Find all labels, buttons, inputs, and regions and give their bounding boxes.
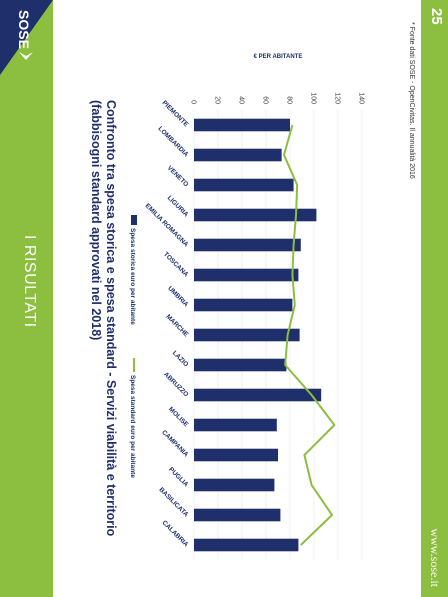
legend-label: Spesa storica euro per abitante: [129, 228, 136, 325]
bar: [193, 508, 281, 522]
chart-bars: [193, 118, 322, 552]
chart-legend: Spesa storica euro per abitante Spesa sta…: [129, 215, 137, 478]
chart-line: [282, 124, 336, 546]
category-label: ABRUZZO: [162, 371, 189, 398]
top-band: 25 www.sose.it: [421, 0, 448, 597]
bar: [194, 388, 322, 402]
category-label: LIGURIA: [166, 195, 190, 219]
category-label: UMBRIA: [166, 285, 190, 309]
category-label: MARCHE: [164, 313, 190, 339]
bar: [194, 268, 299, 282]
y-tick-label: 40: [238, 96, 245, 104]
chart: 0 20 40 60 80 100 120 140 € PER ABITANTE PIEMONT…: [129, 54, 365, 560]
bar: [194, 148, 282, 162]
category-label: MOLISE: [167, 406, 190, 429]
category-label: LAZIO: [171, 350, 190, 369]
section-title: I RISULTATI: [21, 235, 38, 328]
bar: [194, 118, 290, 132]
legend-bar-swatch: [131, 215, 137, 225]
bar: [194, 208, 317, 222]
heading-line-2: (fabbisogni standard approvati nel 2018): [89, 100, 103, 341]
bar: [193, 298, 293, 312]
bar: [194, 328, 300, 342]
category-label: BASILICATA: [157, 486, 189, 518]
page-heading: Confronto tra spesa storica e spesa stan…: [88, 100, 118, 580]
legend-label: Spesa standard euro per abitante: [129, 375, 136, 478]
logo-mark-icon: [19, 52, 33, 60]
y-tick-label: 20: [214, 96, 221, 104]
heading-line-1: Confronto tra spesa storica e spesa stan…: [104, 100, 118, 537]
bar: [193, 358, 287, 372]
bar: [194, 538, 299, 552]
bar: [194, 418, 277, 432]
y-axis-label: € PER ABITANTE: [254, 54, 303, 60]
series-line: [282, 124, 336, 546]
chart-y-ticks: 0 20 40 60 80 100 120 140 € PER ABITANTE: [190, 54, 365, 104]
category-label: LOMBARDIA: [157, 125, 190, 158]
bar: [194, 448, 278, 462]
category-label: PIEMONTE: [161, 99, 190, 128]
category-label: PUGLIA: [167, 466, 190, 489]
category-label: CAMPANIA: [160, 429, 190, 459]
y-tick-label: 0: [190, 100, 197, 104]
bar: [194, 178, 294, 192]
sose-logo: SOSE: [16, 10, 33, 60]
website-link[interactable]: www.sose.it: [428, 528, 442, 587]
category-label: CALABRIA: [161, 519, 190, 548]
y-tick-label: 100: [310, 92, 317, 104]
category-label: TOSCANA: [162, 251, 190, 279]
bar: [193, 478, 275, 492]
y-tick-label: 120: [334, 92, 341, 104]
y-tick-label: 140: [358, 92, 365, 104]
page-number: 25: [428, 8, 445, 25]
bar: [194, 238, 301, 252]
y-tick-label: 60: [262, 96, 269, 104]
y-tick-label: 80: [286, 96, 293, 104]
logo-text: SOSE: [16, 10, 32, 49]
category-label: VENETO: [166, 165, 190, 189]
